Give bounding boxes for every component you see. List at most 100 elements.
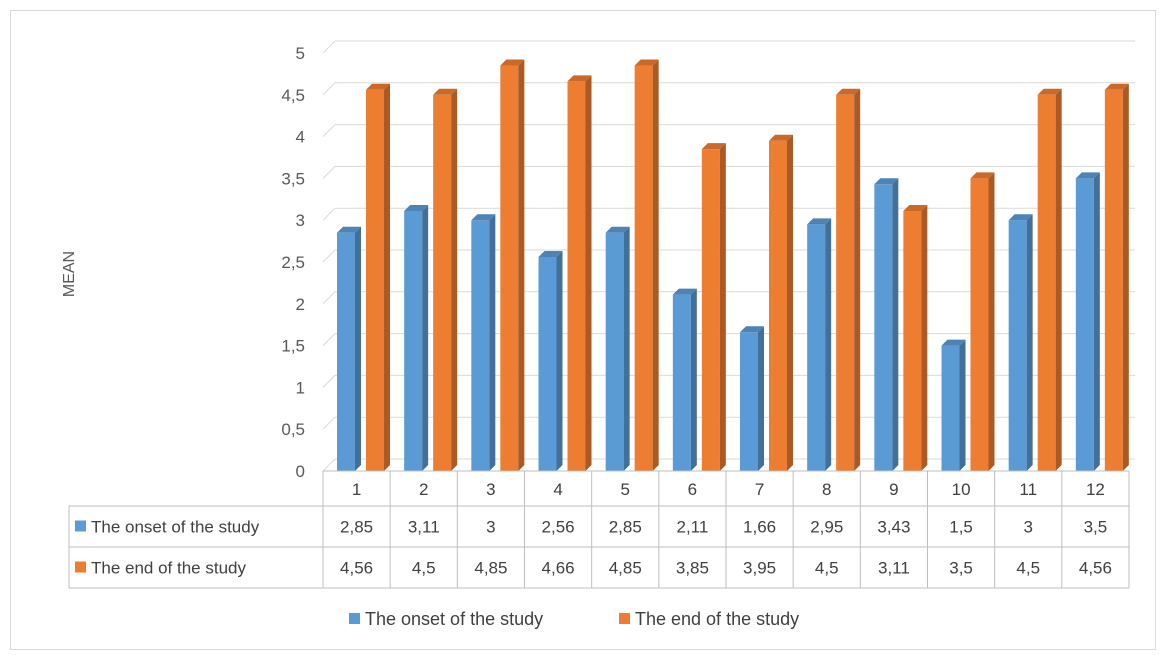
bar-front [1037, 94, 1056, 472]
bar-side [1026, 214, 1033, 471]
bar-side [652, 59, 659, 471]
data-label: 3 [1024, 518, 1033, 537]
table-series-name: The end of the study [91, 559, 246, 578]
bar-onset-11 [1008, 214, 1033, 471]
bar-onset-7 [740, 326, 764, 471]
table-legend-key [75, 561, 86, 573]
data-label: 4,56 [1079, 559, 1112, 578]
bar-top [538, 250, 563, 257]
data-label: 3,95 [743, 559, 776, 578]
bar-top [404, 205, 429, 212]
gridline-diagonal [322, 82, 336, 96]
bar-end-3 [500, 59, 525, 471]
data-label: 2,95 [810, 518, 843, 537]
data-label: 4,5 [1016, 559, 1040, 578]
gridline-diagonal [322, 207, 336, 221]
gridline-diagonal [322, 375, 336, 388]
bar-side [854, 88, 861, 472]
bar-side [489, 214, 496, 471]
bar-side [921, 205, 928, 471]
gridline-diagonal [322, 40, 336, 54]
bar-front [404, 211, 423, 471]
data-label: 3,85 [676, 559, 709, 578]
data-label: 4,66 [542, 559, 575, 578]
bar-front [970, 178, 989, 471]
bar-front [836, 94, 855, 472]
y-tick-label: 3 [296, 211, 305, 230]
bar-front [1075, 178, 1094, 471]
bar-top [471, 214, 496, 221]
bar-top [337, 226, 361, 233]
bar-front [471, 220, 490, 471]
table-series-name: The onset of the study [91, 518, 260, 537]
x-tick-label: 2 [419, 480, 428, 499]
bar-top [807, 218, 832, 225]
bar-onset-2 [404, 205, 429, 471]
bar-front [433, 94, 452, 472]
x-tick-label: 1 [352, 480, 361, 499]
bar-front [903, 211, 922, 471]
bar-top [1008, 214, 1033, 221]
bar-onset-8 [807, 218, 832, 471]
y-axis: 0 0,5 1 1,5 2 2,5 3 3,5 4 4,5 5 [281, 44, 305, 481]
bar-side [825, 218, 832, 471]
bar-top [903, 205, 928, 212]
bar-top [769, 134, 793, 141]
data-label: 3,5 [1084, 518, 1108, 537]
y-tick-label: 2,5 [281, 253, 305, 272]
bar-side [623, 226, 630, 471]
bar-top [1104, 83, 1129, 90]
bar-end-6 [701, 143, 726, 471]
bar-side [355, 226, 361, 471]
data-label: 2,11 [677, 518, 709, 537]
bar-side [959, 339, 966, 471]
bar-onset-12 [1075, 172, 1100, 471]
gridline-diagonal [322, 249, 336, 263]
gridline-diagonal [322, 333, 336, 346]
y-tick-label: 3,5 [281, 169, 305, 188]
gridline-diagonal [322, 458, 336, 472]
bar-top [740, 326, 764, 333]
bar-top [874, 178, 899, 185]
bar-chart: 00,511,522,533,544,55 MEAN 1 2 3 4 5 6 7 8 9 10 11… [61, 40, 1135, 629]
bar-side [422, 205, 429, 471]
x-tick-label: 7 [755, 480, 764, 499]
bar-side [451, 88, 458, 472]
bar-front [740, 332, 758, 471]
bar-side [384, 83, 390, 471]
chart-area: 0 0,5 1 1,5 2 2,5 3 3,5 4 4,5 5 MEAN 1 2 3 4 5 6 7 8 9 10 11… [10, 10, 1156, 650]
data-label: 2,56 [542, 518, 575, 537]
y-tick-label: 5 [296, 44, 305, 63]
data-label: 4,85 [474, 559, 507, 578]
bar-side [690, 288, 697, 471]
y-tick-label: 2 [296, 295, 305, 314]
bar-side [518, 59, 525, 471]
bar-end-5 [634, 59, 659, 471]
bar-end-8 [836, 88, 861, 472]
bar-side [892, 178, 899, 471]
data-label: 2,85 [609, 518, 642, 537]
bar-top [970, 172, 995, 179]
bar-front [1008, 220, 1027, 471]
bar-onset-5 [605, 226, 630, 471]
data-label: 3,11 [878, 559, 910, 578]
data-label: 3,5 [949, 559, 973, 578]
bar-onset-1 [337, 226, 361, 471]
data-label: 4,85 [609, 559, 642, 578]
bar-top [500, 59, 525, 66]
bar-onset-3 [471, 214, 496, 471]
bar-end-2 [433, 88, 458, 472]
bar-top [634, 59, 659, 66]
y-axis-label: MEAN [61, 251, 78, 297]
bar-side [585, 75, 592, 471]
bar-side [1055, 88, 1062, 472]
bar-side [719, 143, 726, 471]
x-tick-label: 8 [822, 480, 831, 499]
bar-side [1122, 83, 1129, 471]
x-tick-label: 11 [1019, 480, 1037, 499]
bar-front [366, 89, 384, 471]
bar-front [634, 65, 653, 471]
bar-top [433, 88, 458, 95]
bar-end-9 [903, 205, 928, 471]
bar-front [874, 184, 893, 471]
